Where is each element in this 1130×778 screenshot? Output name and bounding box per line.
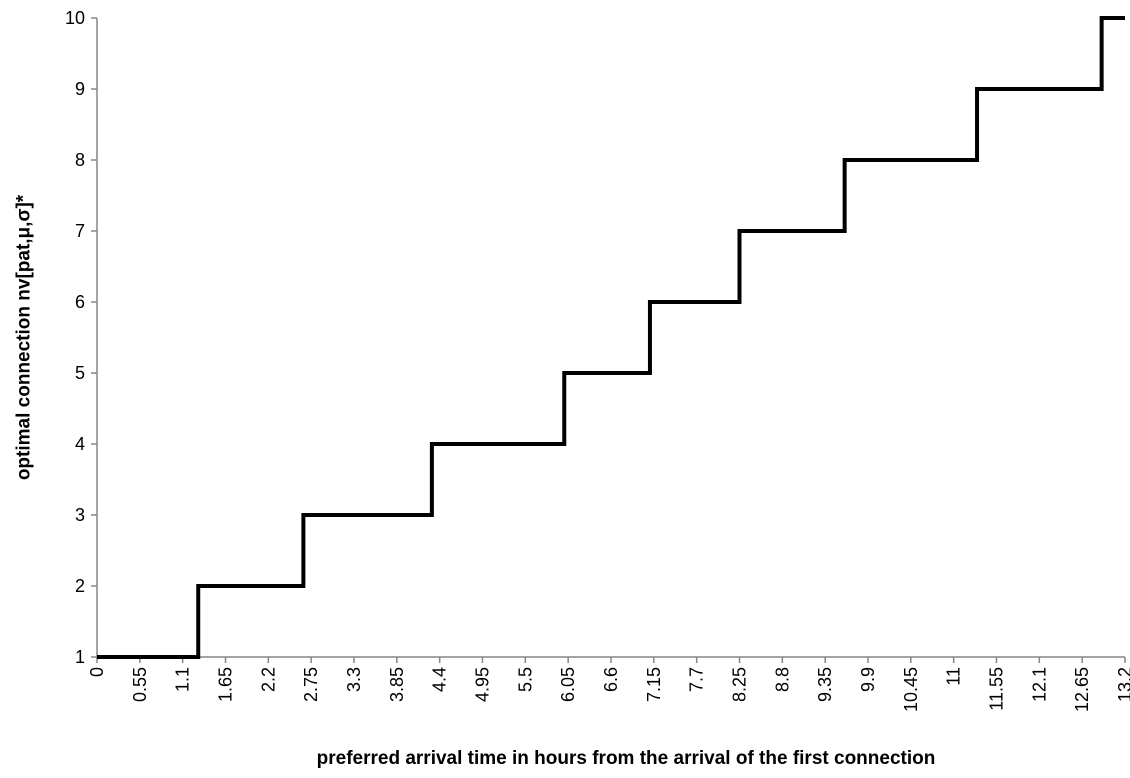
y-tick-label: 3 bbox=[75, 505, 85, 525]
y-tick-label: 2 bbox=[75, 576, 85, 596]
series-group bbox=[97, 16, 1125, 659]
y-tick-label: 4 bbox=[75, 434, 85, 454]
x-tick-label: 11 bbox=[944, 667, 964, 686]
y-axis-ticks: 1 2 3 4 5 6 7 8 9 10 bbox=[65, 8, 97, 667]
x-tick-label: 1.65 bbox=[216, 667, 236, 702]
x-tick-label: 6.05 bbox=[558, 667, 578, 702]
x-tick-label: 5.5 bbox=[515, 667, 535, 692]
y-tick-label: 10 bbox=[65, 8, 85, 28]
x-tick-label: 2.75 bbox=[301, 667, 321, 702]
x-tick-label: 13.2 bbox=[1115, 667, 1130, 702]
x-tick-label: 7.15 bbox=[644, 667, 664, 702]
x-tick-label: 9.9 bbox=[858, 667, 878, 692]
x-tick-label: 9.35 bbox=[815, 667, 835, 702]
x-tick-label: 12.65 bbox=[1072, 667, 1092, 712]
x-tick-label: 0.55 bbox=[130, 667, 150, 702]
x-tick-label: 6.6 bbox=[601, 667, 621, 692]
x-tick-label: 8.25 bbox=[730, 667, 750, 702]
x-axis-title: preferred arrival time in hours from the… bbox=[317, 748, 936, 769]
y-tick-label: 5 bbox=[75, 363, 85, 383]
x-tick-label: 3.85 bbox=[387, 667, 407, 702]
y-tick-label: 7 bbox=[75, 221, 85, 241]
x-tick-label: 1.1 bbox=[173, 667, 193, 692]
x-tick-label: 4.4 bbox=[430, 667, 450, 692]
x-tick-label: 2.2 bbox=[258, 667, 278, 692]
x-tick-label: 4.95 bbox=[473, 667, 493, 702]
axes bbox=[96, 18, 1125, 658]
y-tick-label: 6 bbox=[75, 292, 85, 312]
x-tick-label: 12.1 bbox=[1029, 667, 1049, 702]
x-tick-label: 8.8 bbox=[772, 667, 792, 692]
x-tick-label: 3.3 bbox=[344, 667, 364, 692]
y-tick-label: 1 bbox=[75, 647, 85, 667]
y-tick-label: 8 bbox=[75, 150, 85, 170]
series-line-0 bbox=[97, 16, 1125, 659]
y-axis-title: optimal connection nv[pat,μ,σ]* bbox=[14, 194, 35, 480]
x-tick-label: 10.45 bbox=[901, 667, 921, 712]
y-tick-label: 9 bbox=[75, 79, 85, 99]
x-tick-label: 7.7 bbox=[687, 667, 707, 692]
x-tick-label: 11.55 bbox=[987, 667, 1007, 711]
x-axis-ticks: 0 0.55 1.1 1.65 2.2 2.75 3.3 3.85 4.4 4.95 5.5 6.05… bbox=[87, 657, 1130, 712]
x-tick-label: 0 bbox=[87, 667, 107, 677]
